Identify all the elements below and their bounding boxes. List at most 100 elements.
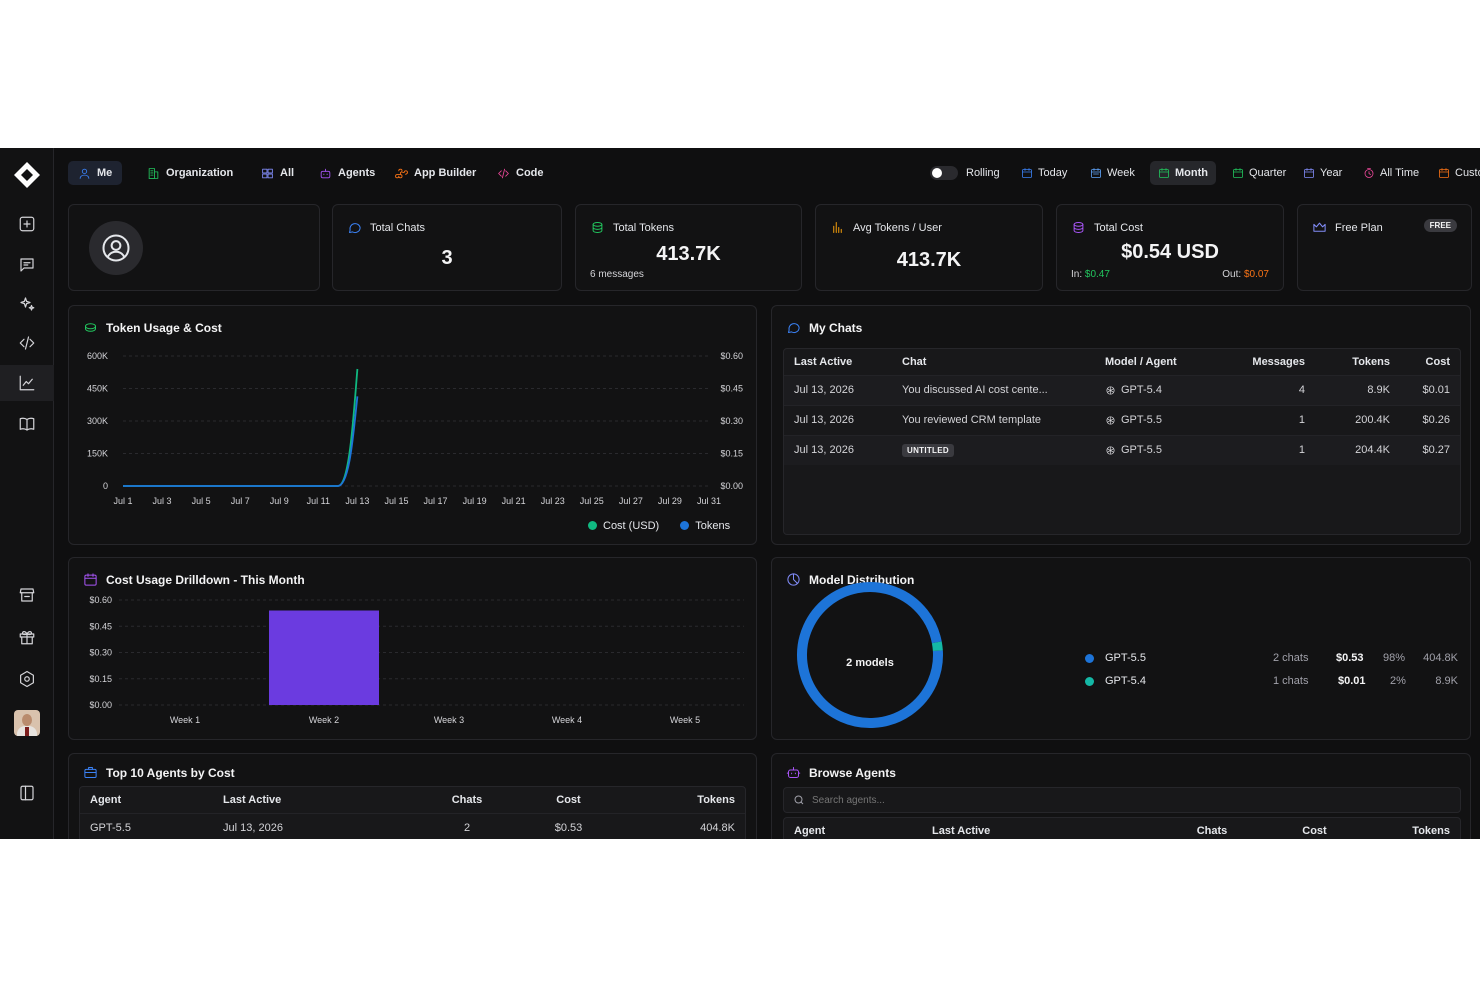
my-chats-title: My Chats bbox=[809, 320, 863, 335]
col-tokens[interactable]: Tokens bbox=[1412, 825, 1450, 837]
col-last-active[interactable]: Last Active bbox=[223, 793, 282, 806]
legend-cost[interactable]: Cost (USD) bbox=[588, 520, 659, 532]
app-logo-icon[interactable] bbox=[12, 160, 42, 190]
col-tokens[interactable]: Tokens bbox=[1352, 355, 1390, 368]
range-custom[interactable]: Custom bbox=[1430, 161, 1480, 185]
col-cost[interactable]: Cost bbox=[1302, 825, 1327, 837]
cost-drilldown-card: Cost Usage Drilldown - This Month $0.00 $… bbox=[68, 557, 757, 740]
cost-out-value: $0.07 bbox=[1243, 269, 1269, 280]
tab-agents[interactable]: Agents bbox=[309, 161, 385, 185]
total-chats-card: Total Chats 3 bbox=[332, 204, 562, 291]
x-tick-label: Jul 3 bbox=[153, 496, 172, 506]
table-row[interactable]: Jul 13, 2026 You discussed AI cost cente… bbox=[784, 375, 1460, 405]
calendar-custom-icon bbox=[1439, 168, 1449, 178]
x-tick-label: Week 4 bbox=[552, 715, 582, 725]
gift-icon[interactable] bbox=[14, 624, 40, 650]
model-donut-chart bbox=[797, 582, 943, 728]
model-legend-row[interactable]: GPT-5.5 2 chats $0.53 98% 404.8K bbox=[1085, 649, 1458, 669]
sparkles-icon[interactable] bbox=[14, 291, 40, 317]
table-row[interactable]: Jul 13, 2026 UNTITLED GPT-5.5 1 204.4K $… bbox=[784, 435, 1460, 465]
tab-app-builder[interactable]: App Builder bbox=[385, 161, 486, 185]
range-quarter[interactable]: Quarter bbox=[1224, 161, 1294, 185]
range-week-label: Week bbox=[1107, 167, 1135, 179]
tab-organization[interactable]: Organization bbox=[137, 161, 243, 185]
agent-search-box[interactable] bbox=[783, 787, 1461, 813]
avatar[interactable] bbox=[14, 710, 40, 736]
top-agents-table: Agent Last Active Chats Cost Tokens GPT-… bbox=[80, 787, 745, 839]
x-tick-label: Week 1 bbox=[170, 715, 200, 725]
table-row[interactable]: GPT-5.5 Jul 13, 2026 2 $0.53 404.8K bbox=[80, 813, 745, 839]
model-legend-row[interactable]: GPT-5.4 1 chats $0.01 2% 8.9K bbox=[1085, 672, 1458, 692]
x-tick-label: Jul 21 bbox=[502, 496, 526, 506]
table-row[interactable]: Jul 13, 2026 You reviewed CRM template G… bbox=[784, 405, 1460, 435]
col-messages[interactable]: Messages bbox=[1252, 355, 1305, 368]
col-last-active[interactable]: Last Active bbox=[794, 355, 853, 368]
model-distribution-card: Model Distribution 2 models GPT-5.5 2 ch… bbox=[771, 557, 1471, 740]
range-year[interactable]: Year bbox=[1295, 161, 1350, 185]
tab-me[interactable]: Me bbox=[68, 161, 123, 185]
total-cost-card: Total Cost $0.54 USD In: $0.47 Out: $0.0… bbox=[1056, 204, 1284, 291]
range-month[interactable]: Month bbox=[1150, 161, 1216, 185]
cost-in-value: $0.47 bbox=[1084, 269, 1110, 280]
tab-all[interactable]: All bbox=[251, 161, 304, 185]
col-chats[interactable]: Chats bbox=[1196, 825, 1228, 837]
tab-me-label: Me bbox=[97, 167, 113, 179]
col-last-active[interactable]: Last Active bbox=[932, 825, 991, 837]
code-icon bbox=[498, 168, 509, 178]
token-usage-legend: Cost (USD) Tokens bbox=[588, 520, 730, 532]
puzzle-icon bbox=[395, 168, 408, 178]
book-icon[interactable] bbox=[14, 411, 40, 437]
total-cost-label: Total Cost bbox=[1094, 221, 1143, 234]
range-today[interactable]: Today bbox=[1013, 161, 1075, 185]
row-model-label: GPT-5.5 bbox=[1121, 444, 1162, 457]
rolling-toggle[interactable] bbox=[930, 166, 958, 180]
model-tokens: 8.9K bbox=[1435, 675, 1458, 687]
untitled-badge: UNTITLED bbox=[902, 443, 954, 457]
legend-tokens[interactable]: Tokens bbox=[680, 520, 730, 532]
model-dot-gpt54 bbox=[1085, 677, 1094, 686]
col-tokens[interactable]: Tokens bbox=[697, 793, 735, 806]
donut-slice-gpt-5-5 bbox=[797, 582, 943, 728]
sidebar-toggle-icon[interactable] bbox=[14, 780, 40, 806]
tab-app-builder-label: App Builder bbox=[414, 167, 477, 179]
col-agent[interactable]: Agent bbox=[794, 825, 826, 837]
range-week[interactable]: Week bbox=[1082, 161, 1143, 185]
x-tick-label: Jul 5 bbox=[192, 496, 211, 506]
search-input[interactable] bbox=[812, 791, 1452, 809]
model-cost: $0.01 bbox=[1338, 675, 1366, 687]
x-tick-label: Week 5 bbox=[670, 715, 700, 725]
analytics-icon[interactable] bbox=[0, 365, 54, 401]
col-model-agent[interactable]: Model / Agent bbox=[1105, 355, 1177, 368]
code-icon[interactable] bbox=[14, 330, 40, 356]
store-icon[interactable] bbox=[14, 582, 40, 608]
row-cost: $0.01 bbox=[1422, 384, 1450, 396]
col-chats[interactable]: Chats bbox=[451, 793, 483, 806]
table-header-row: Last Active Chat Model / Agent Messages … bbox=[784, 349, 1460, 375]
col-cost[interactable]: Cost bbox=[1425, 355, 1450, 368]
col-chat[interactable]: Chat bbox=[902, 355, 927, 368]
browse-agents-card: Browse Agents Agent Last Active Chats Co… bbox=[771, 753, 1471, 839]
range-all-time[interactable]: All Time bbox=[1355, 161, 1427, 185]
settings-icon[interactable] bbox=[14, 666, 40, 692]
chats-icon[interactable] bbox=[14, 252, 40, 278]
col-cost[interactable]: Cost bbox=[556, 793, 581, 806]
row-tokens: 204.4K bbox=[1355, 444, 1390, 457]
tab-code[interactable]: Code bbox=[487, 161, 554, 185]
bar-chart-icon bbox=[833, 222, 842, 233]
x-tick-label: Jul 31 bbox=[697, 496, 721, 506]
my-chats-table-wrap: Last Active Chat Model / Agent Messages … bbox=[783, 348, 1461, 535]
row-chat: You reviewed CRM template bbox=[902, 414, 1041, 426]
robot-icon bbox=[320, 168, 331, 178]
col-agent[interactable]: Agent bbox=[90, 793, 122, 806]
y-tick-label: $0.00 bbox=[89, 700, 112, 710]
profile-avatar-icon[interactable] bbox=[89, 221, 143, 275]
openai-icon bbox=[1106, 415, 1115, 425]
toggle-knob bbox=[932, 168, 942, 178]
model-name: GPT-5.5 bbox=[1105, 652, 1146, 664]
row-tokens: 8.9K bbox=[1367, 384, 1390, 396]
new-chat-icon[interactable] bbox=[14, 211, 40, 237]
total-chats-label: Total Chats bbox=[370, 221, 426, 234]
crown-icon bbox=[1313, 222, 1326, 232]
series-line-cost-usd- bbox=[123, 368, 359, 487]
legend-tokens-dot bbox=[680, 521, 690, 530]
